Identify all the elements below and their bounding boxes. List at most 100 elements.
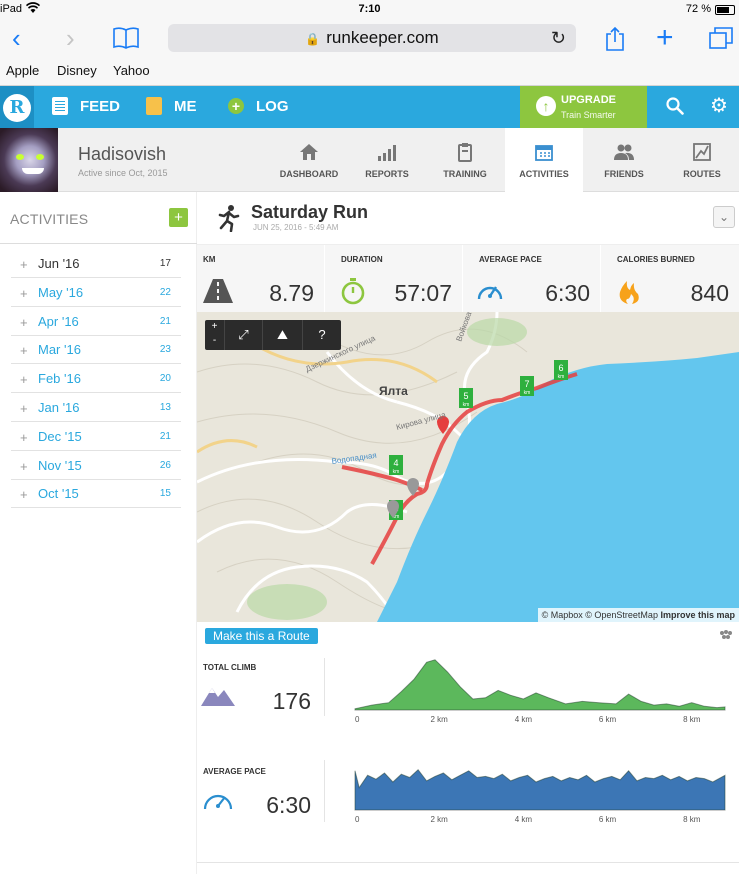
stat-duration: DURATION 57:07 [325,245,463,313]
zoom-in-button[interactable]: + [211,321,218,332]
battery-icon [715,5,735,15]
tab-label: FRIENDS [604,169,644,179]
expand-icon[interactable]: + [20,429,28,445]
make-route-button[interactable]: Make this a Route [205,628,318,644]
mountain-icon [201,688,235,706]
expand-icon[interactable]: + [20,257,28,272]
nav-me[interactable]: ME [146,86,197,128]
km-marker-unit: km [393,469,400,475]
activity-dropdown-button[interactable]: ⌄ [713,206,735,228]
improve-map-link[interactable]: Improve this map [660,610,735,620]
month-item[interactable]: + May '16 22 [11,278,181,307]
profile-name[interactable]: Hadisovish [78,144,167,164]
fullscreen-icon[interactable]: ⤢ [225,320,263,350]
search-icon[interactable] [666,97,684,115]
month-item[interactable]: + Apr '16 21 [11,307,181,336]
back-button[interactable]: ‹ [12,23,21,53]
tab-training[interactable]: TRAINING [426,128,504,191]
activity-header: Saturday Run JUN 25, 2016 - 5:49 AM ⌄ [197,192,739,244]
gear-icon[interactable]: ⚙ [710,95,728,117]
chevron-down-icon: ⌄ [718,210,730,224]
expand-icon[interactable]: + [20,401,28,416]
zoom-out-button[interactable]: - [212,335,217,346]
stat-calories: CALORIES BURNED 840 [601,245,739,313]
tab-routes[interactable]: ROUTES [663,128,739,191]
favorite-link[interactable]: Apple [6,63,40,78]
map-pin-icon[interactable] [387,500,399,518]
month-item[interactable]: + Nov '15 26 [11,451,181,480]
route-map[interactable]: 1km 4km 5km 6km 7km Кирова улица Войкова… [197,312,739,622]
paws-icon[interactable] [719,630,733,640]
avatar[interactable] [0,128,58,192]
x-tick-label: 8 km [683,815,701,824]
tab-activities[interactable]: ACTIVITIES [505,128,583,192]
month-count: 21 [159,430,171,442]
favorite-link[interactable]: Yahoo [113,63,150,78]
km-marker[interactable]: 6km [554,360,568,380]
stat-value: 57:07 [394,280,452,306]
month-item[interactable]: + Dec '15 21 [11,422,181,451]
km-marker[interactable]: 4km [389,455,403,475]
km-marker-unit: km [393,514,400,520]
km-marker[interactable]: 7km [520,376,534,396]
device-label: iPad [0,3,23,15]
bookmarks-icon[interactable] [112,26,140,50]
battery-percent: 72 % [685,3,711,15]
address-bar[interactable]: 🔒 runkeeper.com ↻ [168,24,576,52]
stat-label: DURATION [341,255,383,264]
tab-label: ROUTES [683,169,721,179]
map-pin-icon[interactable] [437,416,449,434]
expand-icon[interactable]: + [20,314,28,330]
month-item[interactable]: + Jan '16 13 [11,393,181,422]
climb-block: TOTAL CLIMB 176 0 2 km 4 km 6 km 8 km [197,648,739,724]
clock: 7:10 [358,3,381,15]
tab-friends[interactable]: FRIENDS [585,128,663,191]
terrain-icon[interactable]: ⛰ [263,320,303,350]
tab-label: DASHBOARD [279,169,339,179]
log-icon: + [228,97,244,114]
sea [377,352,739,622]
month-item[interactable]: + Jun '16 17 [11,249,181,278]
nav-feed[interactable]: FEED [52,86,120,128]
expand-icon[interactable]: + [20,372,28,388]
month-item[interactable]: + Mar '16 23 [11,335,181,365]
x-tick-label: 0 [355,715,360,724]
km-marker-number: 4 [393,458,398,468]
month-count: 17 [159,258,171,269]
expand-icon[interactable]: + [20,343,28,359]
help-button[interactable]: ? [318,327,326,342]
tab-dashboard[interactable]: DASHBOARD [270,128,348,191]
km-marker[interactable]: 5km [459,388,473,408]
expand-icon[interactable]: + [20,458,28,474]
month-item[interactable]: + Oct '15 15 [11,479,181,509]
km-marker-unit: km [524,390,531,396]
km-marker-number: 5 [463,391,468,401]
nav-log[interactable]: + LOG [228,86,289,128]
speedometer-icon [477,286,503,300]
expand-icon[interactable]: + [20,285,28,301]
nav-feed-label: FEED [80,98,121,115]
month-label: Nov '15 [38,457,82,473]
tabs-icon[interactable] [708,26,734,50]
expand-icon[interactable]: + [20,487,28,503]
upgrade-button[interactable]: ↑ UPGRADE Train Smarter [520,86,647,128]
new-tab-button[interactable]: + [656,21,674,54]
map-controls: + - ⤢ ⛰ ? [205,320,341,350]
add-activity-button[interactable]: + [169,208,188,227]
flame-icon [619,281,639,304]
city-label: Ялта [379,384,408,398]
reload-icon[interactable]: ↻ [550,28,566,48]
climb-value: 176 [272,688,311,714]
month-item[interactable]: + Feb '16 20 [11,364,181,394]
runkeeper-logo[interactable]: R [0,86,34,128]
forward-button[interactable]: › [66,23,75,53]
x-tick-label: 0 [355,815,360,824]
share-icon[interactable] [604,26,626,52]
avatar-eye [16,154,24,160]
activity-date: JUN 25, 2016 - 5:49 AM [253,223,339,232]
map-pin-icon[interactable] [407,478,419,496]
clipboard-icon [458,143,472,162]
divider [197,862,739,863]
tab-reports[interactable]: REPORTS [348,128,426,191]
favorite-link[interactable]: Disney [57,63,97,78]
